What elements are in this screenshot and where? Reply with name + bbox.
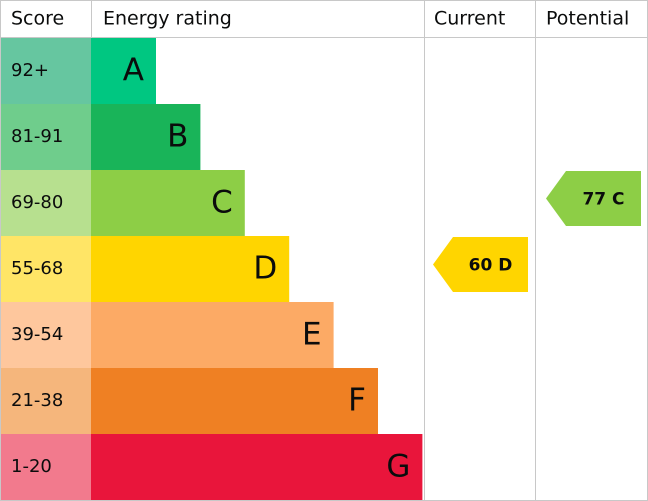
score-label: 39-54 xyxy=(11,324,63,345)
score-cell xyxy=(1,170,91,236)
potential-arrow xyxy=(546,171,641,226)
score-label: 69-80 xyxy=(11,192,63,213)
rating-bar xyxy=(91,104,201,170)
header-score: Score xyxy=(11,8,64,30)
rating-bar xyxy=(91,368,378,434)
rating-letter: C xyxy=(211,185,233,221)
rating-letter: G xyxy=(386,449,410,485)
score-cell xyxy=(1,104,91,170)
rating-bar xyxy=(91,302,334,368)
current-score: 60 xyxy=(469,256,493,276)
score-label: 21-38 xyxy=(11,390,63,411)
header-current: Current xyxy=(434,8,505,30)
rating-letter: E xyxy=(302,317,322,353)
rating-bar xyxy=(91,38,156,104)
rating-letter: A xyxy=(123,53,144,89)
score-cell xyxy=(1,368,91,434)
potential-label: 77 C xyxy=(582,190,624,210)
header-rating: Energy rating xyxy=(103,8,232,30)
current-arrow xyxy=(433,237,528,292)
rating-letter: F xyxy=(348,383,366,419)
rating-bar xyxy=(91,434,423,500)
rating-bar xyxy=(91,236,290,302)
score-label: 81-91 xyxy=(11,126,63,147)
score-cell xyxy=(1,236,91,302)
potential-score: 77 xyxy=(582,190,606,210)
rating-letter: D xyxy=(253,251,277,287)
rating-bar xyxy=(91,170,245,236)
current-letter: D xyxy=(498,256,512,276)
score-cell xyxy=(1,38,91,104)
rating-letter: B xyxy=(167,119,188,155)
current-label: 60 D xyxy=(469,256,513,276)
score-cell xyxy=(1,434,91,500)
score-label: 92+ xyxy=(11,60,49,81)
potential-letter: C xyxy=(612,190,624,210)
score-label: 1-20 xyxy=(11,456,52,477)
header-potential: Potential xyxy=(546,8,629,30)
score-cell xyxy=(1,302,91,368)
score-label: 55-68 xyxy=(11,258,63,279)
